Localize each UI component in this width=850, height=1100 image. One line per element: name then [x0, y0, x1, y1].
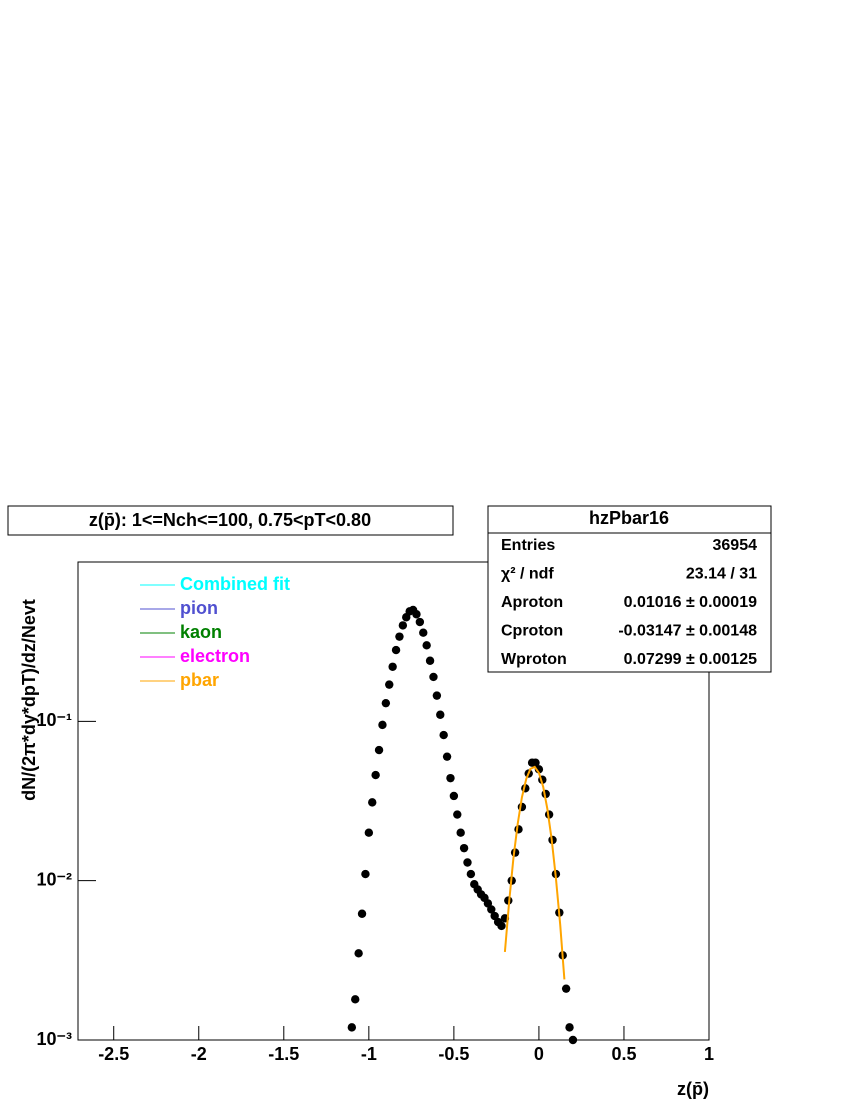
data-point	[368, 798, 377, 807]
stats-key: Cproton	[501, 623, 563, 640]
chart-title: z(p̄): 1<=Nch<=100, 0.75<pT<0.80	[89, 510, 371, 530]
legend-label: pion	[180, 598, 218, 618]
y-tick-label: 10⁻²	[36, 869, 72, 889]
data-point	[436, 710, 445, 719]
data-point	[378, 720, 387, 730]
data-point	[487, 905, 496, 914]
title-box	[7, 505, 454, 536]
stats-key: Entries	[501, 537, 555, 554]
stats-value: -0.03147 ± 0.00148	[618, 623, 757, 640]
data-point	[391, 645, 401, 655]
x-tick-label: -2.5	[98, 1044, 129, 1064]
data-point	[354, 949, 363, 958]
data-point	[459, 843, 469, 853]
overlay: Combined fit pion kaon electron pbar hzPbar16…	[140, 505, 772, 690]
legend-label: Combined fit	[180, 574, 290, 594]
data-point	[412, 610, 421, 619]
stats-value: 0.07299 ± 0.00125	[624, 651, 757, 668]
stats-value: 36954	[713, 537, 758, 554]
x-tick-label: -0.5	[438, 1044, 469, 1064]
data-point	[453, 810, 462, 819]
x-axis-label: z(p̄)	[677, 1079, 709, 1099]
x-tick-label: -1.5	[268, 1044, 299, 1064]
x-tick-label: 1	[704, 1044, 714, 1064]
data-point	[422, 641, 431, 650]
legend-label: kaon	[180, 622, 222, 642]
data-point	[371, 770, 380, 780]
data-point	[439, 730, 448, 740]
data-point	[347, 1023, 357, 1032]
stats-value: 23.14 / 31	[686, 566, 757, 583]
data-point	[429, 672, 438, 682]
data-point	[419, 628, 428, 637]
data-point	[446, 773, 455, 783]
data-point	[531, 758, 540, 767]
stats-value: 0.01016 ± 0.00019	[624, 594, 757, 611]
data-point	[568, 1035, 578, 1045]
legend-label: electron	[180, 646, 250, 666]
y-tick-label: 10⁻¹	[36, 710, 72, 730]
data-point	[364, 828, 374, 837]
data-point	[463, 858, 472, 867]
data-point	[385, 680, 394, 689]
data-point	[425, 656, 435, 665]
data-point	[415, 617, 425, 627]
data-point	[466, 869, 476, 879]
stats-key: Wproton	[501, 651, 567, 668]
data-point	[351, 995, 360, 1004]
x-tick-label: 0	[534, 1044, 544, 1064]
data-point	[456, 828, 465, 837]
plot-frame	[77, 561, 710, 1041]
data-point	[395, 632, 404, 641]
y-tick-label: 10⁻³	[36, 1029, 72, 1049]
data-point	[442, 752, 452, 761]
stats-key: Aproton	[501, 594, 563, 611]
x-tick-label: -2	[191, 1044, 207, 1064]
data-point	[432, 691, 442, 700]
stats-title: hzPbar16	[589, 508, 669, 528]
fit-curve	[503, 765, 566, 980]
data-point	[374, 745, 384, 755]
data-point	[514, 825, 523, 834]
data-point	[561, 984, 571, 993]
data-point	[388, 662, 397, 671]
plot-area: -2.5 -2 -1.5 -1 -0.5 0 0.5 1 10⁻³ 10⁻² 10⁻¹	[36, 605, 714, 1064]
data-point	[361, 869, 370, 879]
data-point	[497, 921, 506, 931]
data-point	[381, 698, 391, 708]
data-point	[449, 791, 459, 801]
data-point	[357, 909, 367, 918]
stats-key: χ² / ndf	[501, 566, 554, 583]
data-point	[565, 1023, 574, 1032]
legend-label: pbar	[180, 670, 219, 690]
x-tick-label: 0.5	[611, 1044, 636, 1064]
stats-box	[487, 505, 772, 673]
x-tick-label: -1	[361, 1044, 377, 1064]
y-axis-label: dN/(2π*dy*dpT)/dz/Nevt	[19, 599, 39, 801]
data-point	[398, 621, 408, 630]
